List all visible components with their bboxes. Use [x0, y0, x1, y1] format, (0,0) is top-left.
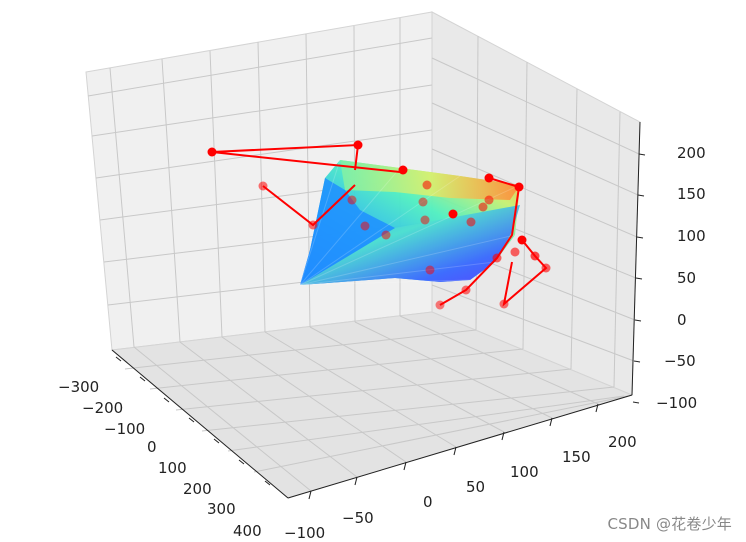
- y-tick-label: 50: [466, 478, 485, 496]
- y-tick-label: 200: [608, 433, 637, 451]
- data-point: [530, 251, 540, 261]
- data-point: [466, 217, 476, 227]
- y-tick-label: −100: [284, 524, 325, 542]
- z-tick-label: 0: [677, 311, 687, 329]
- data-point: [422, 180, 432, 190]
- x-tick-label: −300: [58, 378, 99, 396]
- watermark: CSDN @花卷少年: [607, 515, 732, 533]
- y-tick-label: 150: [562, 448, 591, 466]
- data-point: [492, 253, 502, 263]
- z-tick-label: 100: [677, 227, 706, 245]
- x-tick-label: 0: [147, 438, 157, 456]
- data-point: [308, 220, 318, 230]
- data-point: [347, 195, 357, 205]
- data-point: [478, 202, 488, 212]
- data-point: [514, 182, 524, 192]
- data-point: [418, 197, 428, 207]
- x-tick-label: 300: [207, 500, 236, 518]
- y-tick-label: 0: [423, 493, 433, 511]
- x-axis-line: [111, 349, 289, 499]
- data-point: [398, 165, 408, 175]
- y-tick-label: −50: [342, 509, 374, 527]
- data-point: [425, 265, 435, 275]
- data-points: [207, 140, 551, 310]
- data-point: [448, 209, 458, 219]
- data-point: [258, 181, 268, 191]
- data-point: [499, 299, 509, 309]
- y-axis-ticks: −100 −50 0 50 100 150 200: [284, 403, 637, 542]
- x-axis-ticks: −300 −200 −100 0 100 200 300 400: [58, 356, 271, 540]
- axes-panes: [85, 11, 641, 499]
- z-tick-label: −50: [664, 352, 696, 370]
- z-axis-ticks: 200 150 100 50 0 −50 −100: [632, 144, 706, 412]
- surface-facets: [299, 159, 521, 286]
- skeleton-segment: [488, 177, 520, 188]
- data-point: [420, 215, 430, 225]
- z-axis-line: [631, 121, 641, 396]
- x-tick-label: 100: [158, 459, 187, 477]
- skeleton-segment: [211, 151, 401, 173]
- data-point: [360, 221, 370, 231]
- x-tick-label: −200: [82, 399, 123, 417]
- data-point: [484, 173, 494, 183]
- axis-lines: [111, 121, 641, 499]
- data-point: [461, 285, 471, 295]
- data-point: [207, 147, 217, 157]
- data-point: [517, 235, 527, 245]
- z-tick-label: 200: [677, 144, 706, 162]
- surface-front-fold: [300, 205, 520, 285]
- z-tick-label: 50: [677, 269, 696, 287]
- data-point: [381, 230, 391, 240]
- data-point: [353, 140, 363, 150]
- surface-left-flap: [300, 178, 395, 285]
- y-axis-line: [287, 394, 633, 499]
- x-tick-label: 200: [183, 480, 212, 498]
- x-tick-label: 400: [233, 522, 262, 540]
- x-tick-label: −100: [104, 420, 145, 438]
- y-tick-label: 100: [510, 463, 539, 481]
- z-tick-label: 150: [677, 185, 706, 203]
- data-point: [510, 247, 520, 257]
- data-point: [541, 263, 551, 273]
- z-tick-label: −100: [656, 394, 697, 412]
- data-point: [484, 195, 494, 205]
- data-point: [435, 300, 445, 310]
- surface: [299, 159, 521, 286]
